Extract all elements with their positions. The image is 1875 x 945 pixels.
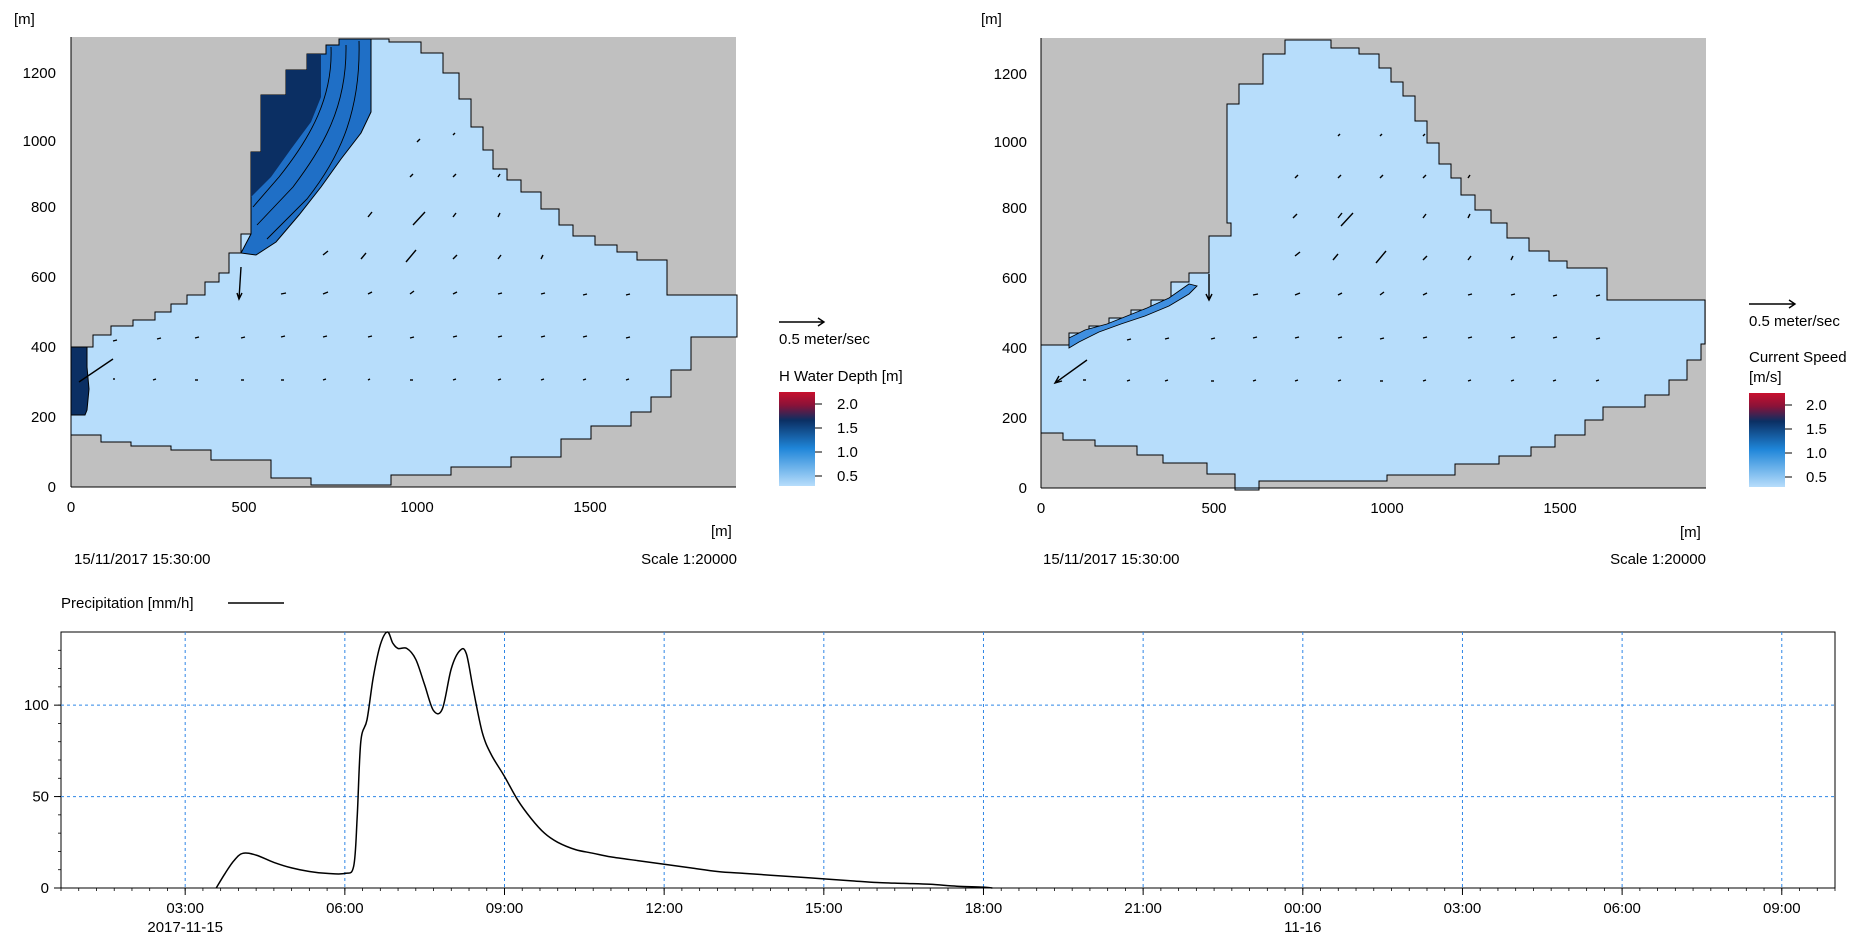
chart-date-label: 11-16 [1284, 919, 1321, 936]
map1-vector-label: 0.5 meter/sec [779, 331, 870, 348]
map2-vector-legend: 0.5 meter/sec [1749, 299, 1840, 330]
map2-x-tick: 0 [1037, 500, 1045, 517]
map1-x-tick: 1000 [400, 499, 433, 516]
map2-scale: Scale 1:20000 [1610, 551, 1706, 568]
current-speed-map: [m] 0 200 400 600 800 1000 [981, 11, 1847, 568]
chart-series [215, 631, 993, 889]
map2-legend-tick: 0.5 [1806, 469, 1827, 486]
map1-x-tick: 1500 [573, 499, 606, 516]
map1-y-tick: 400 [31, 339, 56, 356]
chart-x-tick-label: 18:00 [965, 900, 1003, 917]
map2-x-tick: 500 [1201, 500, 1226, 517]
chart-x-tick-label: 06:00 [1603, 900, 1641, 917]
map1-y-tick: 1000 [23, 133, 56, 150]
map2-x-unit: [m] [1680, 524, 1701, 541]
chart-x-tick-label: 09:00 [1763, 900, 1801, 917]
chart-x-tick-label: 12:00 [645, 900, 683, 917]
map1-y-tick: 200 [31, 409, 56, 426]
map2-plot [1040, 38, 1706, 491]
map1-vector-arrow [779, 317, 826, 327]
chart-x-tick-label: 03:00 [1444, 900, 1482, 917]
chart-plot-frame [60, 631, 1836, 889]
chart-y-tick-label: 50 [32, 789, 49, 806]
chart-grid [61, 632, 1835, 888]
map1-y-unit: [m] [14, 11, 35, 28]
map1-axes [70, 37, 736, 488]
chart-y-tick-label: 0 [41, 880, 49, 897]
map1-y-tick: 1200 [23, 65, 56, 82]
map1-deepest-zone [251, 54, 321, 197]
map1-x-tick: 500 [231, 499, 256, 516]
map2-timestamp: 15/11/2017 15:30:00 [1043, 551, 1180, 568]
map1-legend-tick: 0.5 [837, 468, 858, 485]
map1-timestamp: 15/11/2017 15:30:00 [74, 551, 211, 568]
map1-x-tick: 0 [67, 499, 75, 516]
map2-vector-label: 0.5 meter/sec [1749, 313, 1840, 330]
map2-y-tick: 600 [1002, 270, 1027, 287]
map1-vector-legend: 0.5 meter/sec [779, 317, 870, 348]
map1-legend-tick: 1.0 [837, 444, 858, 461]
water-depth-map: [m] 0 200 40 [14, 11, 903, 568]
map2-color-legend: Current Speed [m/s] 2.0 1.5 1.0 0.5 [1749, 349, 1847, 487]
map2-legend-tick: 1.0 [1806, 445, 1827, 462]
precipitation-chart: Precipitation [mm/h] 0 50 100 03:00 06:00 09… [24, 595, 1836, 936]
map2-velocity-vectors [1053, 133, 1601, 385]
map2-y-tick: 1000 [994, 134, 1027, 151]
map2-fast-zone [1068, 283, 1198, 349]
chart-x-tick-label: 21:00 [1124, 900, 1162, 917]
map1-contours [252, 40, 360, 240]
map2-vector-arrow [1749, 299, 1797, 309]
chart-x-tick-label: 09:00 [486, 900, 524, 917]
map2-x-tick: 1500 [1543, 500, 1576, 517]
map1-legend-tick: 1.5 [837, 420, 858, 437]
chart-x-axis: 03:00 06:00 09:00 12:00 15:00 18:00 21:00 00:00… [60, 888, 1836, 936]
map1-color-legend: H Water Depth [m] 2.0 1.5 1.0 0.5 [779, 368, 903, 486]
chart-x-tick-label: 15:00 [805, 900, 843, 917]
map2-y-tick: 800 [1002, 200, 1027, 217]
map2-legend-tick: 1.5 [1806, 421, 1827, 438]
chart-x-tick-label: 00:00 [1284, 900, 1322, 917]
map1-y-tick: 800 [31, 199, 56, 216]
map2-y-unit: [m] [981, 11, 1002, 28]
map1-y-tick: 0 [48, 479, 56, 496]
map1-y-tick: 600 [31, 269, 56, 286]
map2-legend-subtitle: [m/s] [1749, 369, 1782, 386]
map2-y-tick: 200 [1002, 410, 1027, 427]
map2-x-tick: 1000 [1370, 500, 1403, 517]
map2-y-tick: 1200 [994, 66, 1027, 83]
chart-y-tick-label: 100 [24, 697, 49, 714]
map1-velocity-vectors [78, 132, 631, 383]
chart-x-tick-label: 03:00 [166, 900, 204, 917]
map1-plot [70, 37, 738, 487]
map1-scale: Scale 1:20000 [641, 551, 737, 568]
map2-legend-title: Current Speed [1749, 349, 1847, 366]
chart-date-label: 2017-11-15 [147, 919, 223, 936]
map2-y-tick: 400 [1002, 340, 1027, 357]
map1-legend-title: H Water Depth [m] [779, 368, 903, 385]
chart-y-axis: 0 50 100 [24, 649, 61, 897]
map2-legend-bar [1749, 393, 1785, 487]
map1-x-unit: [m] [711, 523, 732, 540]
map1-legend-bar [779, 392, 815, 486]
map2-axes [1040, 38, 1706, 489]
chart-x-tick-label: 06:00 [326, 900, 364, 917]
chart-legend-label: Precipitation [mm/h] [61, 595, 194, 612]
map2-water-domain [1040, 39, 1706, 491]
map2-y-tick: 0 [1019, 480, 1027, 497]
map1-legend-tick: 2.0 [837, 396, 858, 413]
map1-water-domain [70, 38, 738, 486]
map2-legend-tick: 2.0 [1806, 397, 1827, 414]
precipitation-line [215, 631, 993, 889]
